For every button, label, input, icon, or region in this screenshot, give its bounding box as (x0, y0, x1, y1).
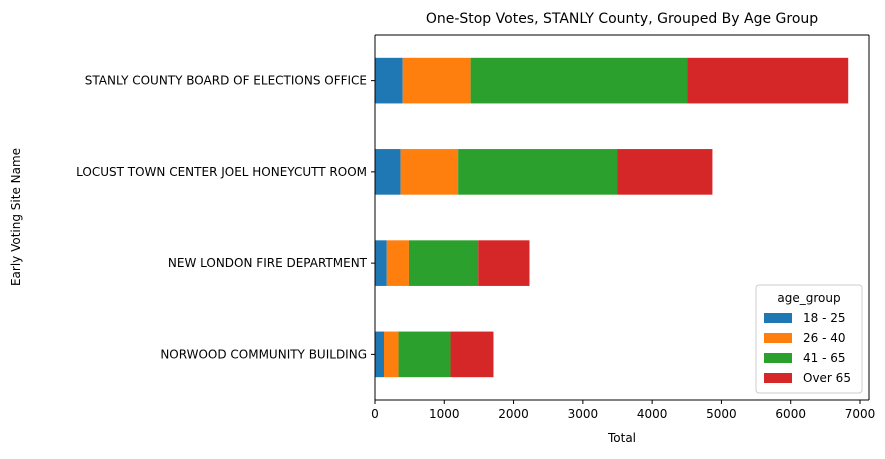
legend-label: 26 - 40 (803, 331, 846, 345)
x-tick-label: 6000 (775, 407, 806, 421)
x-tick-label: 0 (371, 407, 379, 421)
x-tick-label: 3000 (568, 407, 599, 421)
x-tick-label: 7000 (845, 407, 876, 421)
plot-area (375, 57, 849, 378)
legend-swatch (764, 353, 792, 363)
bar-segment-2-series-4 (617, 149, 713, 195)
bar-segment-3-series-2 (386, 240, 409, 286)
bar-segment-1-series-2 (402, 57, 471, 104)
bar-segment-4-series-3 (398, 331, 451, 378)
bar-segment-3-series-3 (408, 240, 479, 286)
legend-swatch (764, 373, 792, 383)
legend-swatch (764, 333, 792, 343)
x-tick-label: 2000 (498, 407, 529, 421)
bar-segment-2-series-1 (375, 149, 401, 195)
y-axis-label: Early Voting Site Name (9, 148, 23, 286)
legend: age_group 18 - 25 26 - 40 41 - 65 Over 65 (755, 284, 863, 394)
bar-segment-3-series-1 (375, 240, 387, 286)
bar-segment-3-series-4 (478, 240, 530, 286)
legend-label: 18 - 25 (803, 311, 846, 325)
x-axis-label: Total (607, 431, 636, 445)
legend-frame (755, 284, 863, 394)
chart-title: One-Stop Votes, STANLY County, Grouped B… (426, 11, 818, 27)
bar-segment-1-series-4 (687, 57, 849, 104)
legend-items: 18 - 25 26 - 40 41 - 65 Over 65 (764, 311, 851, 385)
x-tick-label: 4000 (637, 407, 668, 421)
bar-segment-4-series-1 (375, 331, 385, 378)
bar-segment-1-series-1 (375, 57, 403, 104)
bar-segment-2-series-3 (458, 149, 618, 195)
bar-segment-2-series-2 (400, 149, 459, 195)
y-tick-label: NEW LONDON FIRE DEPARTMENT (168, 256, 368, 270)
x-axis-ticks: 0 1000 2000 3000 4000 5000 6000 7000 (371, 400, 875, 421)
y-tick-label: LOCUST TOWN CENTER JOEL HONEYCUTT ROOM (76, 165, 367, 179)
y-axis-ticks: STANLY COUNTY BOARD OF ELECTIONS OFFICE L… (76, 74, 375, 361)
legend-title: age_group (777, 291, 840, 305)
x-tick-label: 5000 (706, 407, 737, 421)
bar-segment-4-series-2 (384, 331, 399, 378)
y-tick-label: NORWOOD COMMUNITY BUILDING (160, 347, 367, 361)
legend-swatch (764, 313, 792, 323)
bar-segment-1-series-3 (470, 57, 688, 104)
legend-label: Over 65 (803, 371, 851, 385)
legend-label: 41 - 65 (803, 351, 846, 365)
bar-segment-4-series-4 (450, 331, 494, 378)
x-tick-label: 1000 (429, 407, 460, 421)
y-tick-label: STANLY COUNTY BOARD OF ELECTIONS OFFICE (85, 74, 367, 88)
